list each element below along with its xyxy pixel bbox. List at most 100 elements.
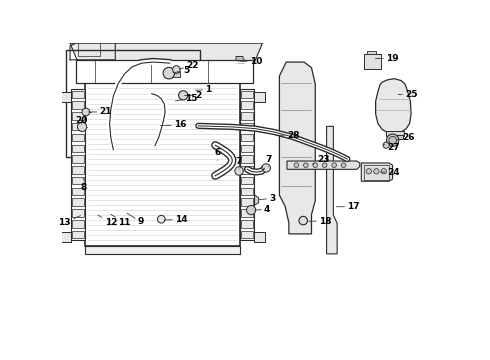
Text: 12: 12: [98, 215, 117, 227]
Bar: [364, 165, 389, 180]
Text: 13: 13: [58, 216, 80, 227]
Polygon shape: [236, 57, 245, 66]
Bar: [104, 209, 113, 220]
Bar: [66, 50, 200, 157]
Text: 25: 25: [398, 90, 417, 99]
Bar: [72, 112, 84, 120]
Circle shape: [389, 136, 396, 144]
Circle shape: [157, 215, 165, 223]
Bar: [241, 198, 253, 206]
Bar: [241, 220, 253, 228]
Circle shape: [77, 122, 87, 131]
Bar: [241, 231, 253, 238]
Text: 14: 14: [164, 215, 188, 224]
Polygon shape: [70, 43, 263, 61]
Circle shape: [381, 168, 387, 174]
Bar: [241, 209, 253, 217]
Text: 6: 6: [214, 148, 220, 160]
Circle shape: [82, 108, 90, 116]
Bar: [72, 91, 84, 98]
Text: 16: 16: [160, 121, 186, 130]
Bar: [72, 166, 84, 174]
Circle shape: [172, 66, 180, 73]
Circle shape: [294, 163, 299, 167]
Bar: [72, 209, 84, 217]
Text: 19: 19: [375, 54, 399, 63]
Bar: [241, 177, 253, 184]
Circle shape: [366, 168, 371, 174]
Text: 8: 8: [80, 179, 86, 192]
Circle shape: [383, 142, 389, 148]
Bar: [72, 220, 84, 228]
Bar: [368, 51, 376, 54]
Polygon shape: [249, 195, 259, 204]
Bar: [72, 123, 84, 130]
Bar: [241, 102, 253, 109]
Bar: [72, 177, 84, 184]
Text: 4: 4: [255, 205, 270, 214]
Bar: [72, 102, 84, 109]
Text: 3: 3: [259, 194, 275, 203]
Bar: [241, 123, 253, 130]
Bar: [254, 232, 265, 242]
Circle shape: [313, 163, 318, 167]
Circle shape: [374, 168, 379, 174]
Bar: [71, 89, 85, 240]
Text: 10: 10: [241, 57, 262, 66]
Bar: [241, 166, 253, 174]
Text: 17: 17: [336, 202, 360, 211]
Circle shape: [246, 206, 256, 215]
Text: 24: 24: [380, 168, 400, 177]
Bar: [388, 135, 403, 139]
Bar: [72, 198, 84, 206]
Bar: [241, 144, 253, 152]
Text: 21: 21: [89, 107, 112, 116]
Bar: [365, 54, 381, 69]
Bar: [241, 188, 253, 195]
Text: 27: 27: [383, 143, 400, 152]
Text: 1: 1: [196, 85, 211, 94]
Text: 15: 15: [175, 94, 197, 103]
Text: 26: 26: [396, 133, 415, 142]
Bar: [386, 131, 404, 136]
Bar: [77, 42, 100, 56]
Circle shape: [299, 216, 307, 225]
Bar: [75, 60, 253, 84]
Circle shape: [341, 163, 346, 167]
Circle shape: [303, 163, 308, 167]
Text: 22: 22: [179, 62, 199, 71]
Text: 23: 23: [312, 155, 330, 164]
Bar: [121, 207, 129, 219]
Text: 7: 7: [236, 157, 242, 169]
Bar: [72, 134, 84, 141]
Bar: [72, 155, 84, 163]
Bar: [241, 134, 253, 141]
Text: 2: 2: [184, 91, 201, 100]
Text: 5: 5: [173, 66, 190, 75]
Circle shape: [332, 163, 337, 167]
Bar: [92, 209, 100, 221]
Bar: [241, 112, 253, 120]
Bar: [72, 144, 84, 152]
Polygon shape: [376, 79, 411, 133]
Bar: [61, 232, 71, 242]
Circle shape: [178, 91, 188, 100]
Polygon shape: [361, 163, 392, 181]
Bar: [61, 92, 71, 102]
Bar: [72, 231, 84, 238]
Circle shape: [235, 167, 244, 175]
Circle shape: [163, 67, 174, 79]
Circle shape: [387, 134, 399, 147]
Polygon shape: [287, 161, 360, 169]
Bar: [85, 246, 240, 254]
Text: 9: 9: [127, 213, 145, 226]
Text: 20: 20: [75, 116, 88, 125]
Bar: [241, 155, 253, 163]
Bar: [240, 89, 254, 240]
Text: 11: 11: [111, 214, 131, 227]
Bar: [72, 188, 84, 195]
Circle shape: [322, 163, 327, 167]
Bar: [254, 92, 265, 102]
Bar: [241, 91, 253, 98]
Polygon shape: [279, 62, 315, 234]
